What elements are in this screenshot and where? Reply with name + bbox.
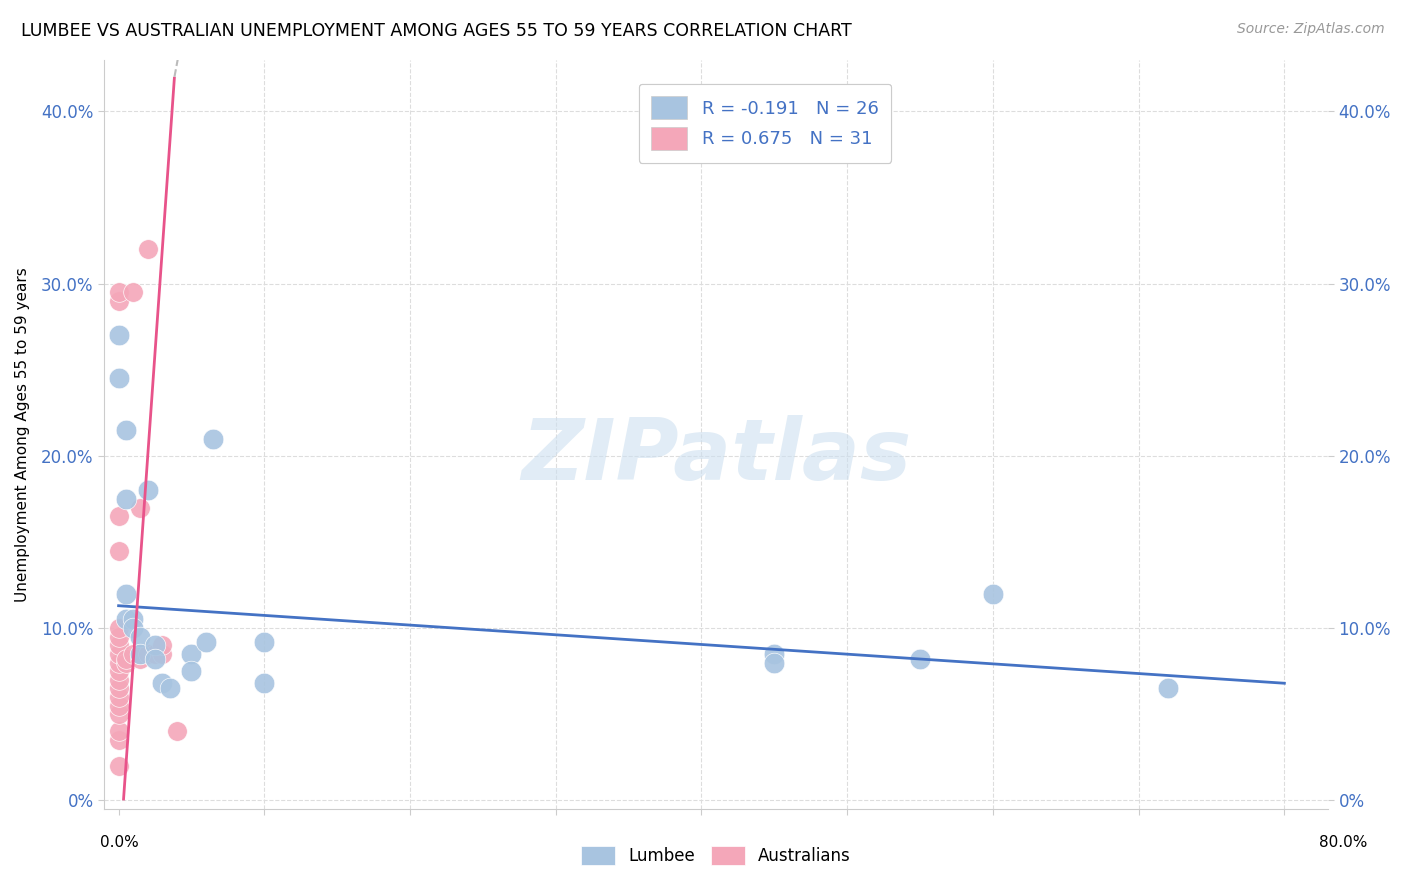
Point (107, 638, 129, 652)
Point (150, 638, 173, 652)
Point (763, 656, 786, 670)
Point (195, 635, 218, 649)
Point (166, 724, 188, 739)
Point (107, 647, 129, 661)
Point (129, 500, 152, 515)
Text: ZIPatlas: ZIPatlas (522, 416, 911, 499)
Point (143, 652, 166, 666)
Point (908, 652, 931, 666)
Point (150, 647, 173, 661)
Point (159, 681, 181, 696)
Point (107, 733, 129, 747)
Point (129, 652, 152, 666)
Point (107, 724, 129, 739)
Point (107, 664, 129, 678)
Point (107, 328, 129, 343)
Point (180, 664, 202, 678)
Text: Source: ZipAtlas.com: Source: ZipAtlas.com (1237, 22, 1385, 37)
Point (129, 630, 152, 644)
Y-axis label: Unemployment Among Ages 55 to 59 years: Unemployment Among Ages 55 to 59 years (15, 267, 30, 602)
Point (107, 656, 129, 670)
Point (129, 647, 152, 661)
Point (107, 673, 129, 687)
Point (1157, 681, 1180, 696)
Point (122, 621, 145, 635)
Point (122, 647, 145, 661)
Text: 80.0%: 80.0% (1319, 836, 1367, 850)
Point (150, 676, 173, 690)
Point (107, 285, 129, 300)
Point (107, 293, 129, 308)
Point (115, 656, 138, 670)
Point (763, 647, 786, 661)
Point (107, 543, 129, 558)
Point (115, 491, 138, 506)
Point (136, 242, 159, 256)
Point (115, 652, 138, 666)
Point (143, 647, 166, 661)
Point (107, 707, 129, 722)
Point (202, 432, 225, 446)
Text: LUMBEE VS AUSTRALIAN UNEMPLOYMENT AMONG AGES 55 TO 59 YEARS CORRELATION CHART: LUMBEE VS AUSTRALIAN UNEMPLOYMENT AMONG … (21, 22, 852, 40)
Point (107, 509, 129, 524)
Point (115, 587, 138, 601)
Point (107, 621, 129, 635)
Point (107, 371, 129, 385)
Point (115, 613, 138, 627)
Point (107, 690, 129, 704)
Legend: R = -0.191   N = 26, R = 0.675   N = 31: R = -0.191 N = 26, R = 0.675 N = 31 (638, 84, 891, 162)
Point (136, 483, 159, 498)
Point (253, 676, 276, 690)
Point (981, 587, 1004, 601)
Point (122, 285, 145, 300)
Point (136, 647, 159, 661)
Point (107, 698, 129, 713)
Point (107, 630, 129, 644)
Point (115, 423, 138, 437)
Point (129, 647, 152, 661)
Point (107, 681, 129, 696)
Point (180, 647, 202, 661)
Point (143, 638, 166, 652)
Point (122, 613, 145, 627)
Point (253, 635, 276, 649)
Point (107, 759, 129, 773)
Text: 0.0%: 0.0% (100, 836, 139, 850)
